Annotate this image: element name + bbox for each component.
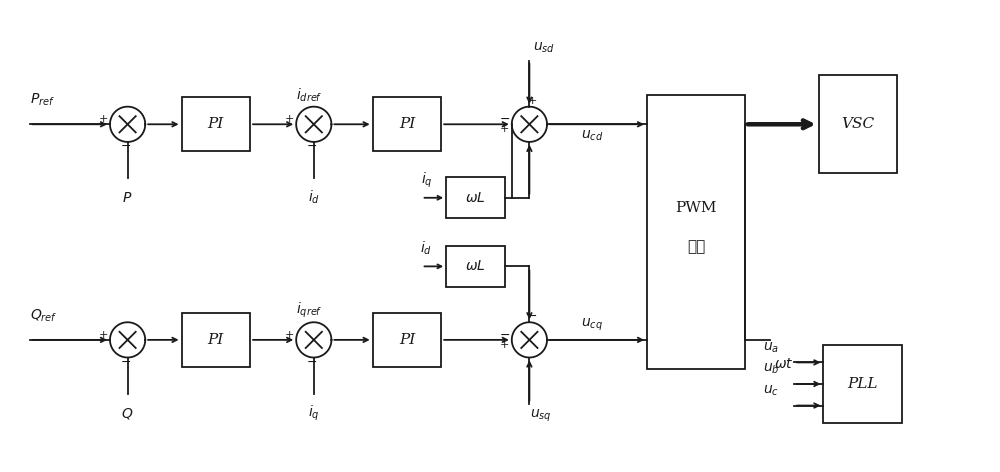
Text: PI: PI (399, 117, 415, 131)
Text: +: + (528, 96, 537, 106)
Text: −: − (120, 140, 131, 153)
Text: $u_{cq}$: $u_{cq}$ (581, 317, 603, 333)
Text: −: − (307, 140, 317, 153)
Text: $u_a$: $u_a$ (763, 340, 779, 355)
Text: −: − (120, 356, 131, 369)
Bar (647, 95, 745, 369)
Text: $u_{cd}$: $u_{cd}$ (581, 129, 604, 143)
Text: +: + (285, 330, 294, 340)
Text: PI: PI (208, 333, 224, 347)
Bar (819, 75, 897, 173)
Text: −: − (527, 310, 538, 323)
Bar (373, 313, 441, 367)
Text: $i_d$: $i_d$ (308, 189, 320, 206)
Text: PI: PI (208, 117, 224, 131)
Text: $u_b$: $u_b$ (763, 362, 779, 377)
Text: +: + (500, 340, 510, 350)
Text: $Q$: $Q$ (121, 406, 134, 421)
Text: $Q_{ref}$: $Q_{ref}$ (30, 307, 57, 324)
Text: $\omega L$: $\omega L$ (465, 260, 486, 273)
Text: VSC: VSC (841, 117, 874, 131)
Text: $\omega t$: $\omega t$ (774, 357, 794, 371)
Text: $u_c$: $u_c$ (763, 384, 779, 398)
Text: $\omega L$: $\omega L$ (465, 191, 486, 205)
Text: +: + (98, 114, 108, 125)
Text: $i_q$: $i_q$ (421, 170, 432, 190)
Text: +: + (285, 114, 294, 125)
Text: −: − (500, 329, 510, 341)
Text: $P_{ref}$: $P_{ref}$ (30, 92, 55, 108)
Text: $i_q$: $i_q$ (308, 404, 320, 423)
Text: $i_{dref}$: $i_{dref}$ (296, 86, 322, 103)
Bar (823, 345, 902, 423)
Text: $u_{sq}$: $u_{sq}$ (530, 408, 552, 424)
Text: $u_{sd}$: $u_{sd}$ (533, 41, 555, 55)
Text: −: − (500, 113, 510, 126)
Text: $i_d$: $i_d$ (420, 240, 433, 257)
Text: $i_{qref}$: $i_{qref}$ (296, 301, 322, 320)
Text: PWM: PWM (675, 201, 717, 215)
Bar (182, 97, 250, 151)
Bar (373, 97, 441, 151)
Text: 控制: 控制 (687, 239, 705, 254)
Text: PI: PI (399, 333, 415, 347)
Bar (446, 246, 505, 287)
Text: $P$: $P$ (122, 191, 133, 205)
Bar (446, 177, 505, 219)
Text: −: − (307, 356, 317, 369)
Text: PLL: PLL (847, 377, 878, 391)
Bar (182, 313, 250, 367)
Text: +: + (500, 124, 510, 134)
Text: +: + (98, 330, 108, 340)
